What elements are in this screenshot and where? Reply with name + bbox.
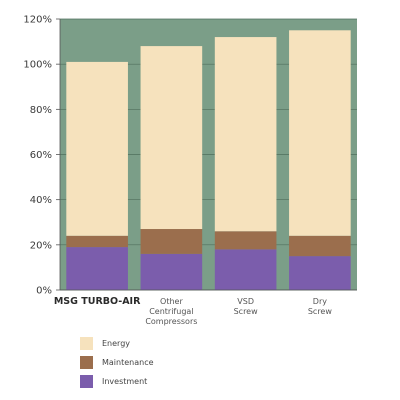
legend-label: Energy [102,338,131,348]
x-tick-label: Dry [313,297,327,306]
bar-segment-investment [66,247,128,290]
bar-segment-maintenance [66,235,128,248]
legend-item-maintenance: Maintenance [80,353,154,371]
x-tick-label: Centrifugal [149,307,193,316]
y-tick-label: 0% [36,286,52,297]
y-tick-label: 60% [30,150,52,161]
bar-segment-energy [289,30,351,236]
bar-segment-maintenance [140,229,203,254]
x-tick-label: MSG TURBO-AIR [54,296,141,307]
bars [66,30,351,290]
legend-label: Investment [102,376,148,386]
legend-item-investment: Investment [80,372,154,390]
x-tick-label: Other [160,297,183,306]
bar-segment-energy [140,46,203,230]
bar-segment-investment [140,253,203,290]
x-tick-label: VSD [237,297,254,306]
y-axis: 0% 20% 40% 60% 80% 100% 120% [23,15,61,297]
y-tick-label: 20% [30,240,52,251]
legend-swatch [80,355,93,369]
x-axis: MSG TURBO-AIR OtherCentrifugalCompressors… [54,289,357,326]
x-tick-label: Screw [234,307,259,316]
bar-segment-maintenance [214,231,277,250]
bar-segment-investment [214,249,277,290]
bar-segment-energy [214,37,277,232]
x-tick-label: Compressors [145,317,197,326]
y-tick-label: 40% [30,195,52,206]
x-tick-label: Screw [308,307,333,316]
legend-label: Maintenance [102,357,154,367]
bar-segment-investment [289,256,351,290]
bar-segment-maintenance [289,235,351,257]
bar-segment-energy [66,61,128,236]
legend: Energy Maintenance Investment [80,334,154,391]
legend-swatch [80,374,93,388]
legend-swatch [80,336,93,350]
y-tick-label: 120% [23,15,52,26]
y-tick-label: 80% [30,105,52,116]
legend-item-energy: Energy [80,334,154,352]
y-tick-label: 100% [23,60,52,71]
